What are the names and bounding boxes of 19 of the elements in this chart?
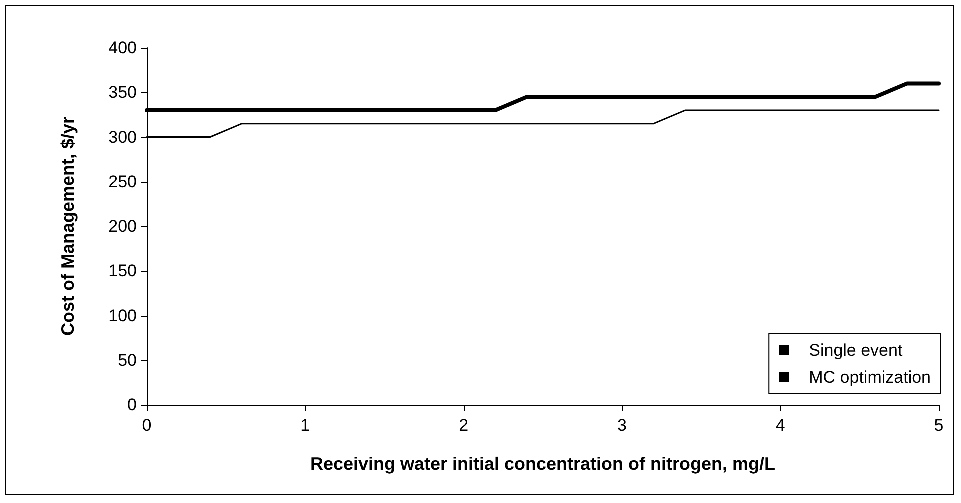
y-tick-label: 100 bbox=[108, 306, 137, 326]
y-axis-title: Cost of Management, $/yr bbox=[58, 116, 78, 336]
x-tick-label: 1 bbox=[300, 416, 310, 435]
y-tick-label: 350 bbox=[108, 83, 137, 102]
x-tick-label: 2 bbox=[459, 416, 469, 435]
legend-label: MC optimization bbox=[809, 368, 932, 387]
y-tick-label: 250 bbox=[108, 172, 137, 192]
x-axis-title: Receiving water initial concentration of nitrogen, mg/L bbox=[310, 454, 776, 474]
y-tick-label: 0 bbox=[128, 396, 137, 414]
y-tick-label: 400 bbox=[108, 38, 137, 58]
y-tick-label: 50 bbox=[118, 350, 137, 370]
x-tick-label: 4 bbox=[776, 416, 786, 435]
x-tick-label: 5 bbox=[934, 416, 944, 435]
x-tick-label: 3 bbox=[617, 416, 627, 435]
x-tick-label: 0 bbox=[142, 416, 152, 435]
y-tick-label: 200 bbox=[108, 217, 137, 236]
y-tick-label: 150 bbox=[108, 262, 137, 281]
legend-label: Single event bbox=[809, 341, 903, 360]
y-tick-label: 300 bbox=[108, 128, 137, 147]
